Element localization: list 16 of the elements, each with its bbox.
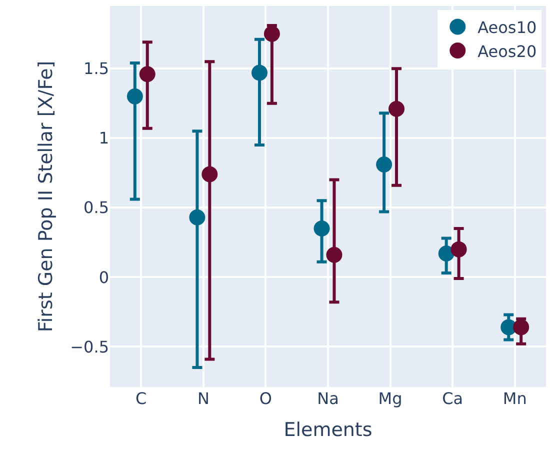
x-tick-label: N [197, 389, 210, 408]
x-tick-label: C [136, 389, 147, 408]
y-tick-label: 0.5 [84, 198, 109, 218]
y-tick-label: 0 [98, 268, 109, 287]
y-tick-label: 1.5 [84, 59, 109, 78]
legend-label: Aeos20 [478, 42, 537, 61]
y-tick-label: 1 [98, 128, 109, 148]
x-tick-label: Ca [442, 389, 464, 408]
y-tick-label: −0.5 [70, 337, 109, 356]
x-tick-label: Mg [378, 389, 402, 408]
y-axis-title: First Gen Pop II Stellar [X/Fe] [34, 60, 57, 332]
x-tick-label: O [259, 389, 272, 408]
x-tick-label: Mn [502, 389, 527, 408]
legend-label: Aeos10 [478, 18, 537, 37]
x-axis-title: Elements [284, 418, 372, 441]
x-tick-label: Na [317, 389, 339, 408]
